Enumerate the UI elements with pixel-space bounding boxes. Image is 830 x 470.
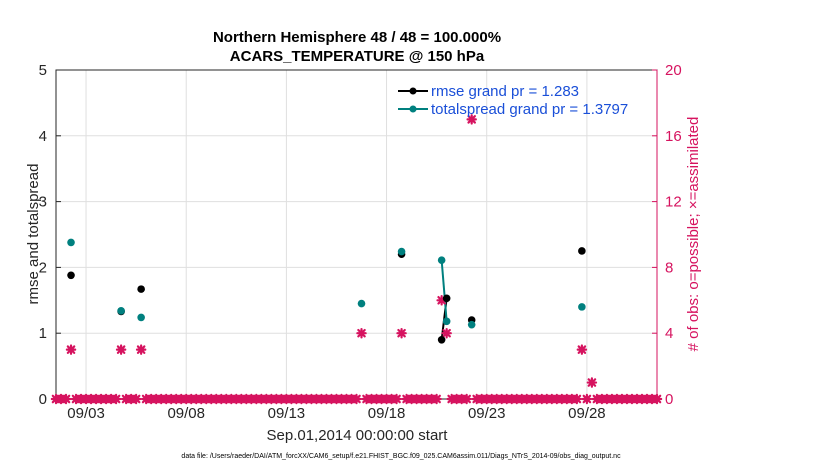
- y-right-tick-label: 20: [665, 62, 682, 79]
- y-tick-label: 5: [39, 62, 47, 79]
- x-tick-label: 09/08: [167, 405, 205, 422]
- x-tick-label: 09/28: [568, 405, 606, 422]
- y-right-tick-label: 8: [665, 259, 673, 276]
- obs-assimilated-marker: [431, 393, 442, 405]
- x-tick-label: 09/13: [268, 405, 306, 422]
- x-tick-label: 09/03: [67, 405, 105, 422]
- legend: rmse grand pr = 1.283 totalspread grand …: [398, 83, 628, 118]
- totalspread-point: [137, 313, 145, 322]
- data-file-footnote: data file: /Users/raeder/DAI/ATM_forcXX/…: [181, 453, 621, 460]
- obs-assimilated-marker: [60, 393, 72, 405]
- obs-assimilated-marker: [356, 327, 367, 339]
- obs-assimilated-marker: [110, 393, 122, 405]
- y-tick-label: 1: [39, 325, 47, 342]
- y-tick-label: 3: [39, 194, 47, 211]
- obs-assimilated-marker: [461, 393, 472, 405]
- obs-assimilated-marker: [391, 393, 402, 405]
- y-tick-label: 4: [39, 128, 47, 145]
- obs-assimilated-marker: [466, 114, 477, 125]
- series-line-segment: [440, 260, 448, 322]
- y-tick-label: 2: [39, 259, 47, 276]
- obs-assimilated-marker: [436, 295, 447, 306]
- y-right-tick-label: 4: [665, 325, 673, 342]
- rmse-point: [137, 285, 145, 293]
- x-axis-label: Sep.01,2014 00:00:00 start: [267, 427, 449, 444]
- totalspread-point: [117, 307, 125, 315]
- x-tick-label: 09/23: [468, 405, 506, 422]
- obs-assimilated-marker: [135, 344, 147, 355]
- obs-assimilated-marker: [441, 327, 452, 339]
- series-points: [67, 238, 586, 344]
- y-right-tick-label: 16: [665, 128, 682, 145]
- obs-assimilated-marker: [65, 344, 77, 355]
- totalspread-point: [67, 238, 75, 247]
- y-axis-label: rmse and totalspread: [25, 164, 42, 305]
- y-right-tick-label: 0: [665, 391, 673, 408]
- chart-subtitle: ACARS_TEMPERATURE @ 150 hPa: [230, 48, 485, 65]
- obs-assimilated-marker: [571, 393, 583, 405]
- obs-assimilated-marker: [576, 344, 588, 355]
- legend-marker-totalspread: [409, 105, 417, 113]
- obs-assimilated-marker: [115, 344, 127, 355]
- obs-assimilated-marker: [586, 377, 598, 388]
- x-axis-ticks: 09/03 09/08 09/13 09/18 09/23 09/28: [67, 394, 606, 422]
- rmse-point: [442, 294, 451, 303]
- y-right-axis-ticks: 0 4 8 12 16 20: [652, 62, 682, 408]
- legend-label-totalspread: totalspread grand pr = 1.3797: [431, 101, 628, 118]
- rmse-point: [67, 271, 75, 280]
- x-tick-label: 09/18: [368, 405, 406, 422]
- y-axis-ticks: 0 1 2 3 4 5: [39, 62, 61, 408]
- obs-assimilated-markers: [50, 114, 663, 405]
- y-right-axis-label: # of obs: o=possible; ×=assimilated: [685, 117, 702, 352]
- legend-label-rmse: rmse grand pr = 1.283: [431, 83, 579, 100]
- obs-assimilated-marker: [651, 393, 663, 405]
- totalspread-point: [467, 320, 476, 329]
- totalspread-point: [437, 256, 446, 264]
- obs-assimilated-marker: [396, 327, 407, 339]
- obs-assimilated-marker: [130, 393, 142, 405]
- totalspread-point: [397, 247, 406, 256]
- totalspread-point: [578, 303, 586, 311]
- legend-marker-rmse: [409, 87, 417, 95]
- y-right-tick-label: 12: [665, 194, 682, 211]
- obs-assimilated-marker: [581, 393, 593, 405]
- rmse-point: [437, 335, 446, 344]
- totalspread-point: [442, 317, 451, 326]
- y-tick-label: 0: [39, 391, 47, 408]
- obs-assimilated-marker: [351, 393, 362, 405]
- chart-title: Northern Hemisphere 48 / 48 = 100.000%: [213, 29, 501, 46]
- totalspread-point: [357, 299, 366, 308]
- rmse-point: [578, 247, 586, 255]
